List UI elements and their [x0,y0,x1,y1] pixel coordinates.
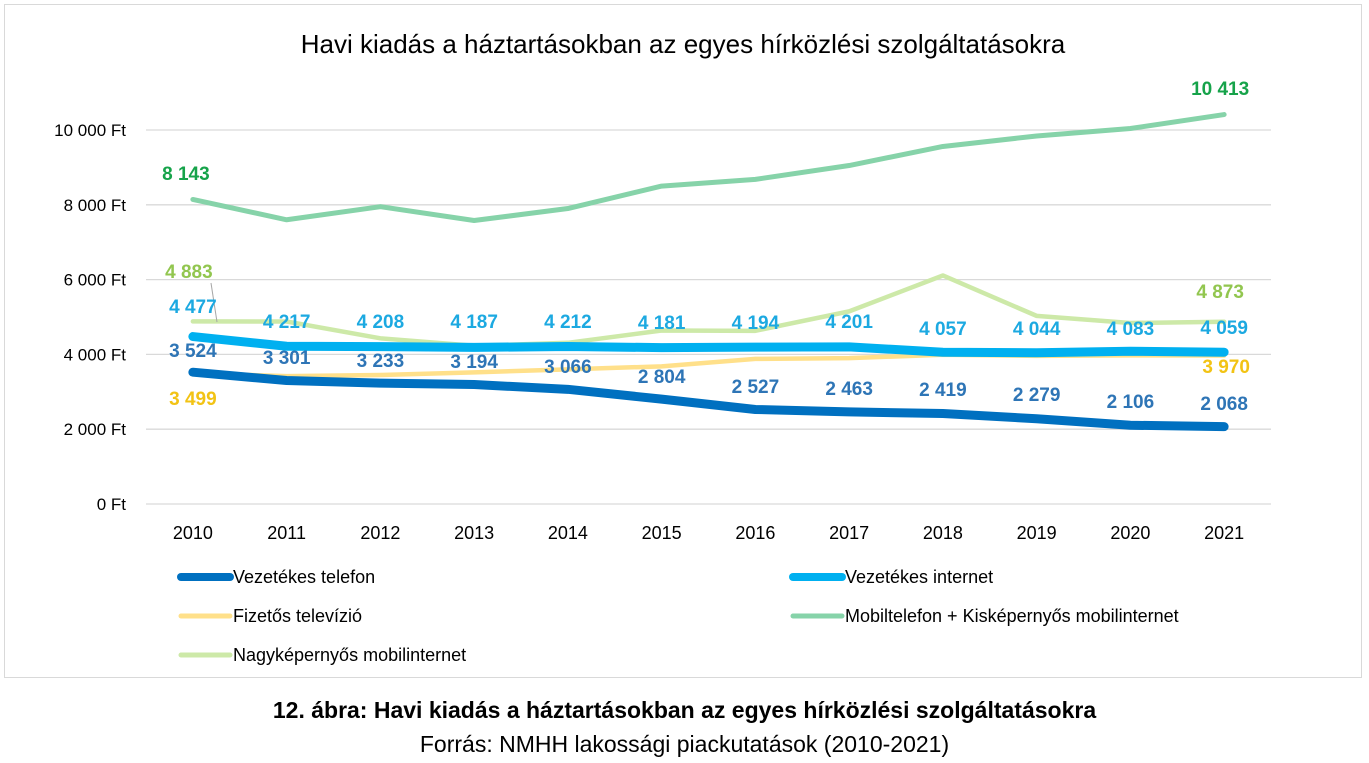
data-label: 4 059 [1200,318,1248,339]
axis-labels: 0 Ft 2 000 Ft 4 000 Ft 6 000 Ft 8 000 Ft 10 0… [54,121,1244,543]
data-label: 4 181 [638,313,686,334]
series-line-2 [190,352,1227,379]
data-label: 2 279 [1013,385,1061,406]
data-label: 2 068 [1200,394,1248,415]
legend: Vezetékes telefon Vezetékes internet Fizet… [177,567,1179,665]
x-tick-label: 2011 [267,523,306,543]
data-label: 3 524 [169,341,217,362]
data-label: 4 201 [825,312,873,333]
data-label: 4 187 [450,312,498,333]
data-label: 2 804 [638,367,686,388]
series-line-4 [190,273,1227,349]
legend-label: Nagyképernyős mobilinternet [233,645,466,665]
data-label: 3 499 [169,389,217,410]
data-label: 4 477 [169,297,217,318]
data-label: 2 463 [825,379,873,400]
figure-caption-title: 12. ábra: Havi kiadás a háztartásokban a… [272,697,1097,723]
series-line-3 [190,112,1227,224]
data-label: 4 044 [1013,319,1061,340]
data-label: 2 527 [732,377,780,398]
series-lines [188,112,1229,432]
data-label: 10 413 [1191,79,1249,100]
data-label: 4 212 [544,312,592,333]
data-label: 3 301 [263,348,311,369]
legend-label: Fizetős televízió [233,606,362,626]
figure-caption-source: Forrás: NMHH lakossági piackutatások (20… [419,731,950,757]
data-label: 3 066 [544,357,592,378]
x-tick-label: 2021 [1204,523,1244,543]
legend-label: Vezetékes internet [845,567,993,587]
legend-label: Mobiltelefon + Kisképernyős mobilinterne… [845,606,1179,626]
data-label: 4 873 [1196,282,1244,303]
data-label: 3 970 [1202,357,1250,378]
data-label: 3 194 [450,352,498,373]
data-label: 4 208 [357,312,405,333]
legend-label: Vezetékes telefon [233,567,375,587]
data-label: 4 194 [732,313,780,334]
x-tick-label: 2010 [173,523,213,543]
y-tick-label: 0 Ft [97,495,127,514]
y-tick-label: 6 000 Ft [64,271,127,290]
x-tick-label: 2020 [1110,523,1150,543]
x-tick-label: 2012 [360,523,400,543]
x-tick-label: 2016 [735,523,775,543]
chart-title: Havi kiadás a háztartásokban az egyes hí… [301,29,1066,59]
y-tick-label: 10 000 Ft [54,121,126,140]
x-tick-label: 2013 [454,523,494,543]
data-labels: 3 524 3 301 3 233 3 194 3 066 2 804 2 527 2 463… [162,79,1250,415]
data-label: 4 083 [1107,319,1155,340]
data-label: 3 233 [357,351,405,372]
data-label: 2 419 [919,380,967,401]
data-label: 4 883 [165,262,213,283]
x-tick-label: 2019 [1017,523,1057,543]
line-chart: Havi kiadás a háztartásokban az egyes hí… [54,29,1271,665]
leader-line [210,282,218,323]
data-label: 4 217 [263,312,311,333]
x-tick-label: 2017 [829,523,869,543]
x-tick-label: 2018 [923,523,963,543]
data-label: 2 106 [1107,392,1155,413]
x-tick-label: 2014 [548,523,588,543]
y-tick-label: 8 000 Ft [64,196,127,215]
data-label: 8 143 [162,164,210,185]
y-tick-label: 4 000 Ft [64,345,127,364]
x-tick-label: 2015 [642,523,682,543]
gridlines [146,129,1271,505]
data-label: 4 057 [919,319,967,340]
y-tick-label: 2 000 Ft [64,420,127,439]
series-line-1 [188,332,1229,358]
series-line-0 [188,367,1229,432]
